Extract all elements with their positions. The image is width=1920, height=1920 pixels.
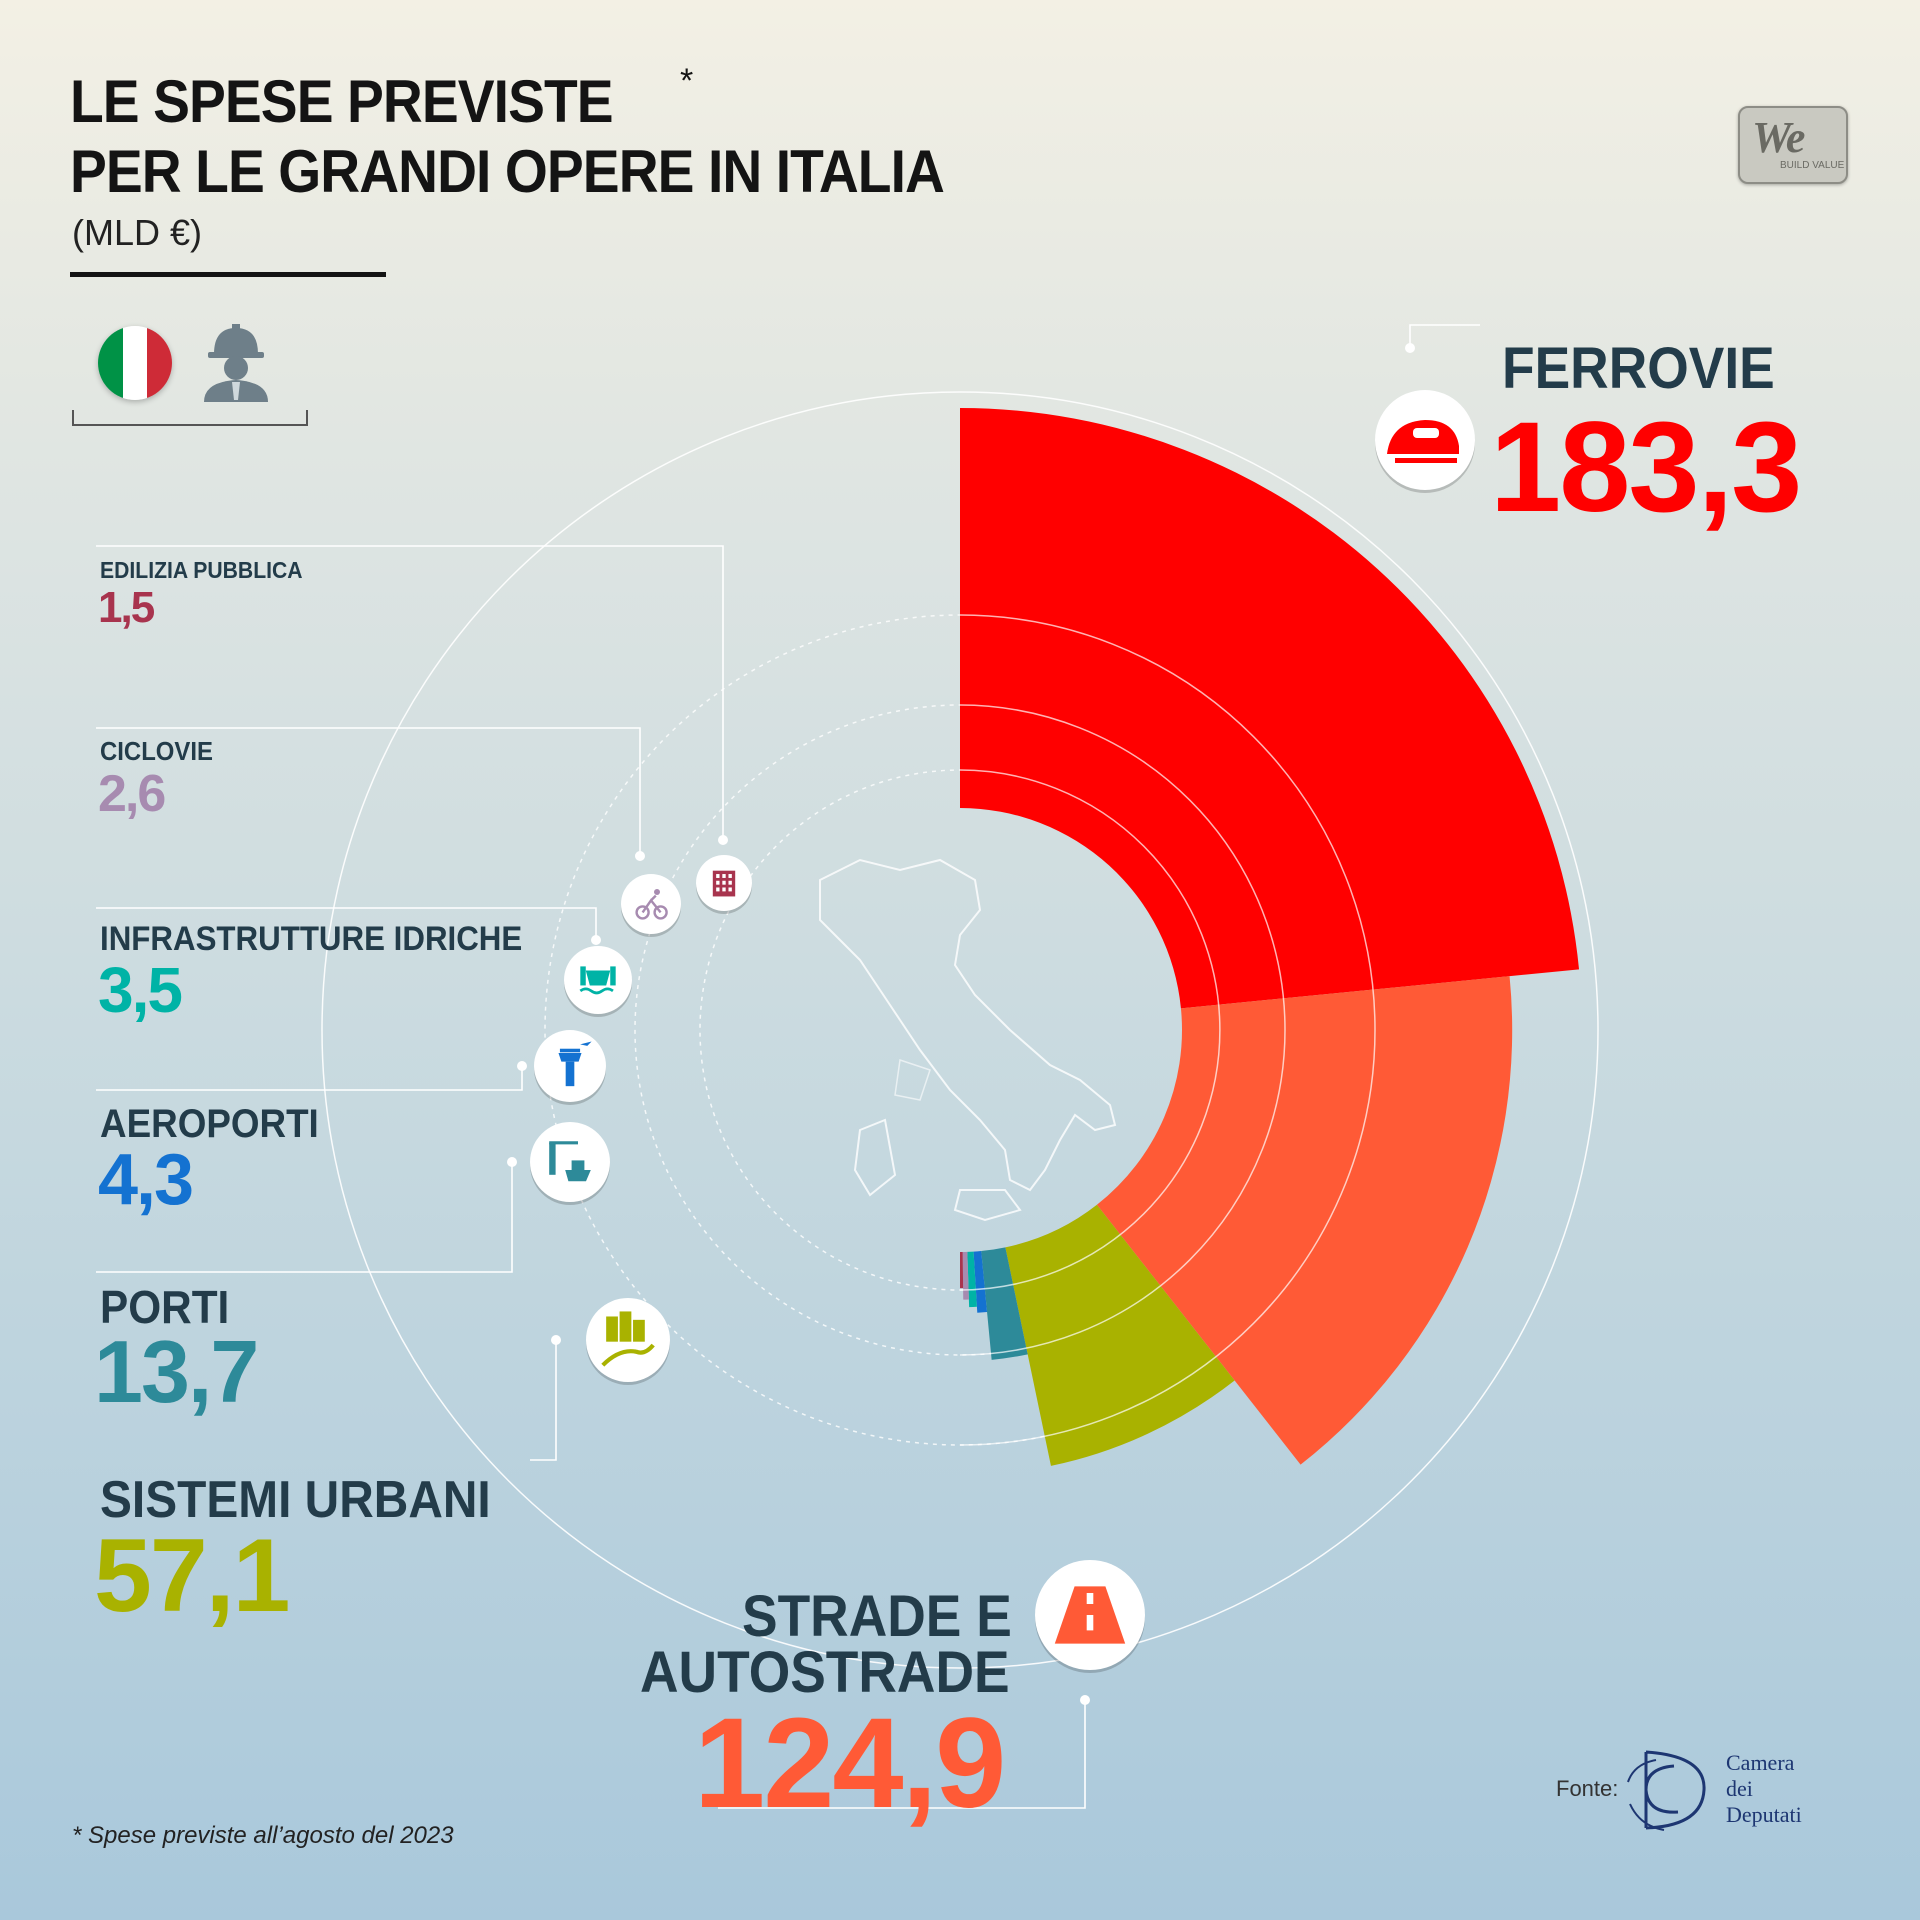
value-porti: 13,7 [94,1322,259,1421]
arc-ciclovie [962,1251,969,1300]
leader-strade [718,1700,1086,1809]
value-aeroporti: 4,3 [98,1140,194,1220]
footnote: * Spese previste all’agosto del 2023 [72,1822,454,1849]
source-name-line-2: dei [1726,1776,1753,1801]
leader-dot-sistemi-urbani [551,1335,561,1345]
label-edilizia: EDILIZIA PUBBLICA [100,557,303,583]
logo-text: We [1752,113,1805,162]
leader-ciclovie [96,727,641,856]
title-rule [70,272,386,277]
leader-dot-ferrovie [1405,343,1415,353]
value-ferrovie: 183,3 [1490,396,1802,539]
source-label: Fonte: [1556,1776,1619,1801]
leader-ferrovie [1409,324,1480,348]
leader-edilizia [96,545,724,840]
title-line-2: PER LE GRANDI OPERE IN ITALIA [70,138,945,205]
chart-arcs [959,408,1580,1466]
icon-bracket [72,410,308,426]
value-idriche: 3,5 [98,954,183,1026]
leader-dot-porti [507,1157,517,1167]
arc-ferrovie [960,408,1580,1009]
label-porti: PORTI [100,1281,230,1333]
label-aeroporti: AEROPORTI [100,1102,319,1146]
leader-dot-aeroporti [517,1061,527,1071]
label-strade-line1: STRADE E [742,1584,1012,1649]
leader-idriche [96,907,597,940]
road-icon [1035,1560,1145,1673]
construction-worker-icon [204,324,268,402]
title-line-1: LE SPESE PREVISTE [70,68,614,135]
cyclist-icon [621,874,681,937]
italy-map-icon [819,858,1117,1222]
value-ciclovie: 2,6 [98,765,166,823]
label-ciclovie: CICLOVIE [100,736,213,766]
camera-deputati-emblem-icon [1627,1750,1706,1831]
leader-aeroporti [96,1066,523,1091]
value-sistemi-urbani: 57,1 [94,1518,290,1634]
value-strade: 124,9 [694,1692,1006,1835]
title-asterisk: * [680,62,694,100]
port-ship-icon [530,1122,610,1205]
label-ferrovie: FERROVIE [1502,336,1775,401]
leader-sistemi-urbani [530,1340,557,1461]
building-icon [696,855,752,914]
arc-strade [1096,976,1513,1465]
arc-sistemi-urbani [1005,1204,1235,1466]
arc-idriche [967,1251,977,1308]
leader-porti [96,1162,513,1273]
airport-tower-icon [534,1030,606,1105]
leader-dot-edilizia [718,835,728,845]
label-strade-line2: AUTOSTRADE [640,1640,1010,1705]
unit-label: (MLD €) [72,212,203,253]
water-dam-icon [564,946,632,1017]
icon-badges [530,390,1475,1673]
logo-subtext: BUILD VALUE [1780,160,1845,171]
source-name-line-3: Deputati [1726,1802,1802,1827]
source-name-line-1: Camera [1726,1750,1795,1775]
leader-dot-ciclovie [635,851,645,861]
leader-dot-strade [1080,1695,1090,1705]
value-edilizia: 1,5 [98,583,155,632]
arc-porti [981,1247,1028,1360]
label-idriche: INFRASTRUTTURE IDRICHE [100,920,523,958]
arc-edilizia [960,1251,964,1289]
arc-aeroporti [973,1250,988,1313]
webuild-logo: We BUILD VALUE [1738,106,1848,184]
train-icon [1375,390,1475,493]
label-sistemi-urbani: SISTEMI URBANI [100,1471,491,1529]
urban-park-icon [586,1298,670,1385]
leader-dot-idriche [591,935,601,945]
leader-lines [96,324,1480,1809]
